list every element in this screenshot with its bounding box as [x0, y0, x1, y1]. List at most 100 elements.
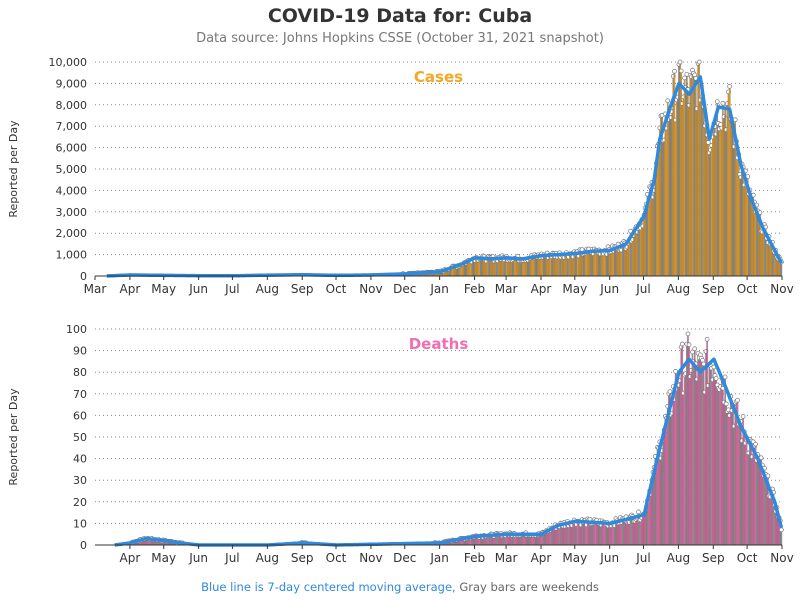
data-bar — [762, 226, 765, 277]
data-bar — [650, 187, 652, 277]
data-bar — [638, 223, 641, 277]
data-bar — [634, 520, 636, 546]
data-bar — [597, 252, 599, 277]
data-bar — [531, 257, 534, 277]
x-tick-label: Jun — [599, 551, 619, 565]
data-bar — [607, 525, 609, 546]
x-tick-label: Nov — [770, 551, 793, 565]
x-tick-label: Sep — [291, 551, 314, 565]
data-bar — [688, 105, 690, 277]
data-bar — [741, 163, 743, 277]
data-bar — [642, 225, 644, 277]
data-bar — [678, 385, 680, 546]
data-bar — [642, 514, 644, 546]
data-bar — [696, 379, 698, 546]
data-point — [636, 509, 641, 515]
data-bar — [476, 259, 479, 277]
x-tick-label: Aug — [256, 551, 279, 565]
data-bar — [583, 253, 586, 277]
data-bar — [572, 256, 574, 277]
data-bar — [666, 406, 669, 546]
data-bar — [708, 152, 711, 277]
data-bar — [712, 379, 714, 546]
data-bar — [698, 357, 700, 546]
data-bar — [752, 441, 754, 546]
data-bar — [591, 523, 593, 546]
y-axis-label: Reported per Day — [7, 120, 20, 218]
data-bar — [739, 174, 741, 277]
data-bar — [722, 103, 724, 277]
x-tick-label: Mar — [495, 551, 518, 565]
data-bar — [682, 392, 685, 546]
data-bar — [672, 386, 675, 546]
data-bar — [707, 385, 709, 546]
data-bar — [643, 214, 645, 277]
data-bar — [675, 388, 678, 546]
data-bar — [594, 521, 597, 546]
data-bar — [680, 346, 682, 546]
data-bar — [714, 126, 716, 277]
data-bar — [699, 99, 702, 277]
data-bar — [606, 254, 608, 277]
data-bar — [715, 378, 717, 546]
data-bar — [727, 409, 730, 546]
data-bar — [563, 257, 565, 277]
data-bar — [678, 64, 680, 277]
x-tick-label: Mar — [495, 282, 518, 296]
data-bar — [662, 440, 664, 546]
data-point — [714, 99, 720, 105]
data-bar — [514, 258, 517, 277]
data-bar — [481, 257, 483, 277]
data-bar — [602, 522, 605, 546]
x-tick-label: May — [562, 282, 587, 296]
data-bar — [621, 518, 624, 546]
data-bar — [719, 386, 722, 546]
data-point — [686, 342, 692, 348]
footer-average-note: Blue line is 7-day centered moving avera… — [201, 580, 456, 594]
data-bar — [726, 103, 729, 277]
data-bar — [692, 361, 695, 546]
data-bar — [704, 392, 706, 546]
data-bar — [630, 241, 633, 277]
x-tick-label: Oct — [737, 551, 758, 565]
data-bar — [544, 255, 546, 277]
data-bar — [701, 360, 704, 546]
x-tick-label: Apr — [120, 282, 141, 296]
data-bar — [568, 253, 571, 277]
data-bar — [673, 399, 676, 546]
data-bar — [499, 258, 501, 277]
data-bar — [637, 228, 640, 277]
data-bar — [558, 526, 561, 546]
data-bar — [715, 133, 717, 277]
data-point — [704, 336, 710, 342]
data-bar — [672, 76, 675, 277]
data-bar — [621, 242, 624, 277]
y-axis-label: Reported per Day — [7, 388, 20, 486]
data-bar — [478, 259, 481, 277]
data-bar — [639, 227, 642, 277]
data-bar — [580, 524, 582, 546]
x-tick-label: Mar — [84, 282, 107, 296]
data-bar — [723, 402, 725, 546]
x-tick-label: Jan — [429, 282, 449, 296]
data-bar — [687, 333, 689, 546]
data-bar — [743, 184, 745, 277]
data-bar — [665, 417, 668, 546]
data-bar — [695, 363, 697, 546]
data-bar — [724, 107, 726, 277]
data-bar — [730, 396, 732, 546]
x-tick-label: Jul — [635, 282, 650, 296]
data-bar — [614, 525, 616, 546]
data-bar — [647, 204, 650, 277]
data-bar — [764, 474, 767, 546]
data-bar — [671, 412, 673, 546]
x-tick-label: Oct — [737, 282, 758, 296]
data-bar — [674, 371, 677, 546]
data-bar — [691, 70, 694, 277]
data-bar — [722, 388, 724, 546]
x-tick-label: Nov — [359, 551, 382, 565]
data-bar — [713, 366, 715, 546]
data-bar — [628, 240, 631, 277]
x-tick-label: Sep — [291, 282, 314, 296]
data-bar — [726, 411, 729, 546]
